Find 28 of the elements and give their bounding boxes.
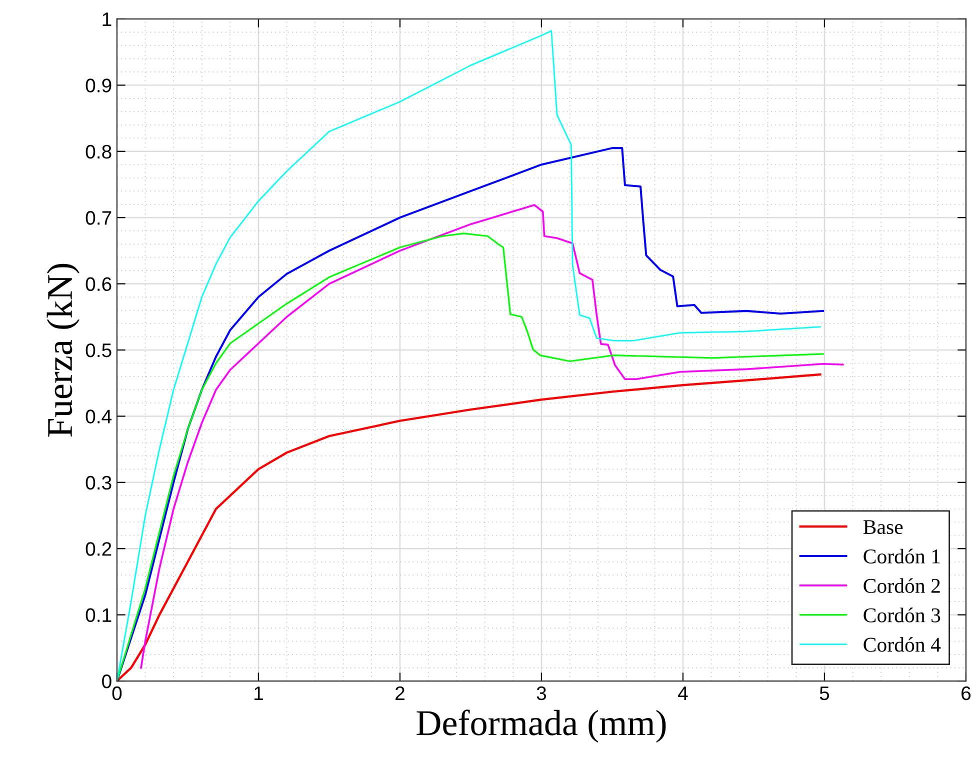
x-tick-label: 6 [962,686,971,700]
y-tick-label: 0.8 [86,144,112,159]
x-tick-label: 0 [112,686,122,700]
legend-label: Cordón 3 [864,608,940,622]
line-series [116,147,824,682]
y-tick-label: 0.9 [86,78,112,92]
legend-label: Cordón 4 [864,637,941,652]
y-tick-label: 0.3 [86,476,112,490]
y-tick-label: 0.5 [86,343,112,358]
x-tick-label: 1 [254,686,263,700]
line-series [116,373,822,682]
x-tick-label: 2 [396,686,404,700]
y-tick-label: 0.2 [86,542,112,556]
y-tick-label: 1 [102,12,112,26]
x-tick-label: 3 [536,686,546,700]
legend-label: Cordón 1 [864,548,940,564]
legend-label: Cordón 2 [864,578,940,593]
legend-label: Base [863,520,903,534]
y-tick-label: 0.6 [86,277,112,292]
y-tick-label: 0.4 [86,410,112,424]
y-axis-title: Fuerza (kN) [46,264,80,437]
x-tick-label: 5 [820,686,830,700]
x-tick-label: 4 [678,686,688,700]
y-tick-label: 0.7 [86,211,112,225]
y-tick-label: 0.1 [86,608,112,622]
y-tick-label: 0 [102,674,112,688]
x-axis-title: Deformada (mm) [416,710,666,743]
line-series [116,30,821,682]
